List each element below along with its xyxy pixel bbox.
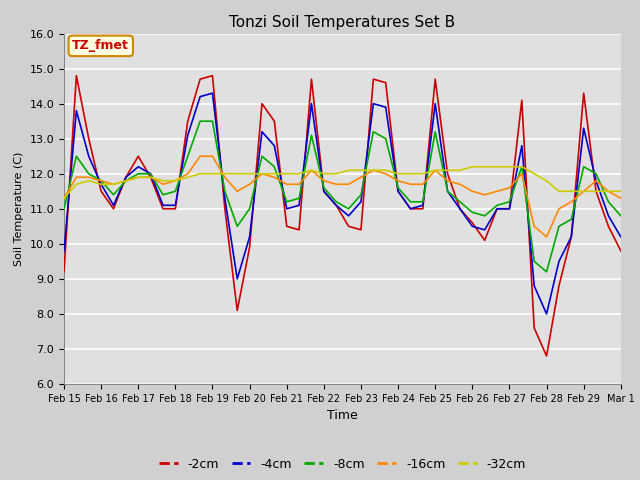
Text: TZ_fmet: TZ_fmet — [72, 39, 129, 52]
Y-axis label: Soil Temperature (C): Soil Temperature (C) — [14, 152, 24, 266]
Legend: -2cm, -4cm, -8cm, -16cm, -32cm: -2cm, -4cm, -8cm, -16cm, -32cm — [154, 453, 531, 476]
X-axis label: Time: Time — [327, 409, 358, 422]
Title: Tonzi Soil Temperatures Set B: Tonzi Soil Temperatures Set B — [229, 15, 456, 30]
